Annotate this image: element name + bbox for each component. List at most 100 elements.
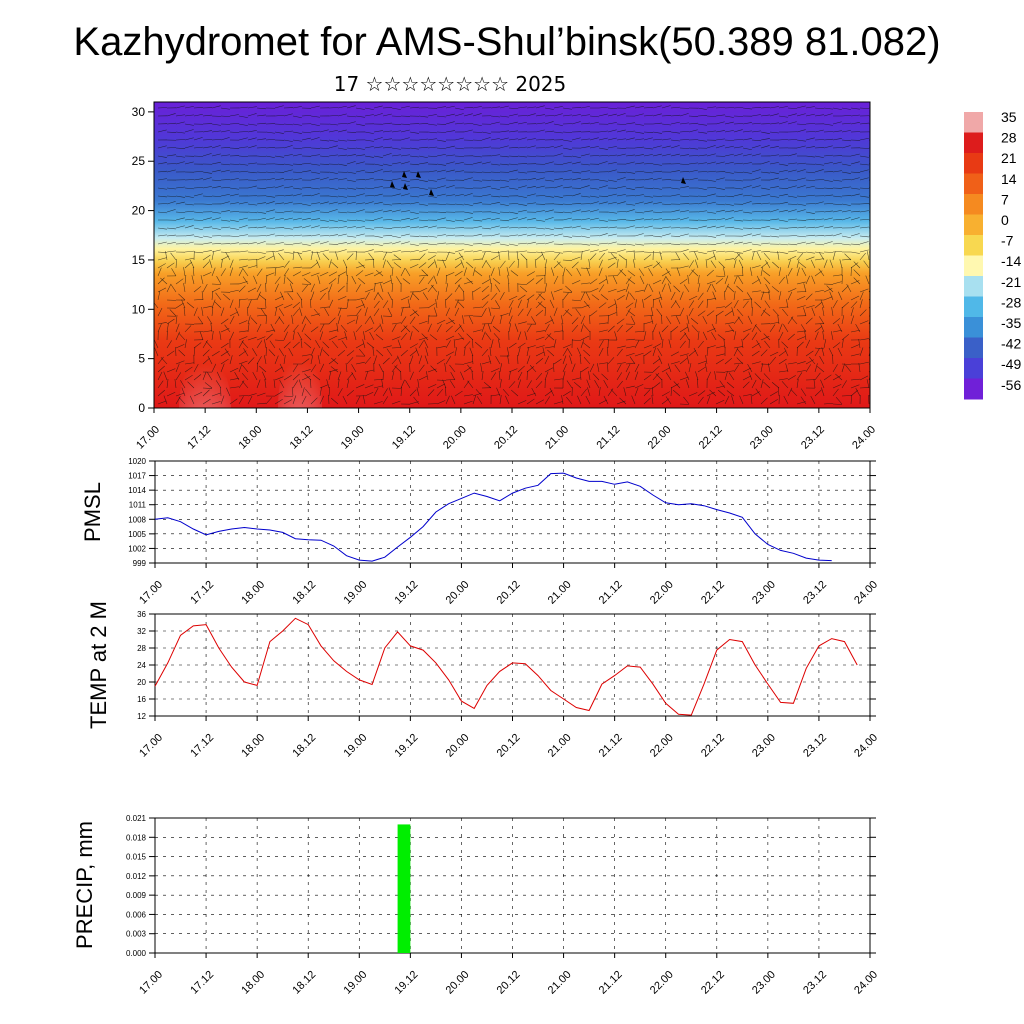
wind-barb [733, 129, 743, 133]
wind-barb [373, 169, 383, 173]
wind-barb [369, 332, 375, 341]
wind-barb [382, 130, 392, 133]
colorbar-swatch [964, 317, 983, 338]
wind-barb [258, 294, 267, 301]
wind-barb [814, 163, 824, 166]
wind-barb [535, 195, 546, 197]
wind-barb [675, 315, 681, 325]
wind-barb [742, 138, 752, 141]
wind-barb [373, 283, 376, 293]
wind-barb [301, 369, 311, 373]
wind-barb [154, 347, 159, 357]
wind-barb [274, 178, 284, 181]
wind-barb [499, 155, 509, 158]
wind-barb [184, 241, 194, 245]
wind-barb [181, 387, 186, 397]
wind-barb [454, 307, 460, 317]
wind-barb [166, 241, 176, 245]
wind-barb [310, 251, 314, 261]
wind-barb [481, 260, 487, 269]
wind-barb [445, 130, 455, 133]
wind-barb [391, 178, 401, 181]
wind-barb [427, 179, 437, 182]
wind-barb [166, 169, 176, 173]
wind-barb [201, 307, 204, 317]
wind-barb [571, 107, 581, 109]
wind-barb [209, 259, 213, 269]
wind-barb [220, 363, 225, 373]
wind-barb [193, 178, 203, 181]
wind-barb [382, 251, 388, 261]
wind-barb [301, 299, 303, 309]
wind-barb [400, 226, 410, 229]
wind-barb [154, 302, 159, 309]
pmsl-y-tick-label: 999 [133, 559, 147, 568]
colorbar-label: -7 [1001, 233, 1014, 249]
wind-barb [328, 271, 338, 277]
wind-barb [742, 122, 752, 125]
wind-barb [616, 372, 623, 381]
wind-barb [562, 211, 572, 214]
wind-barb [634, 211, 644, 214]
wind-barb [490, 225, 500, 229]
wind-barb [796, 139, 806, 142]
wind-barb [202, 330, 212, 333]
wind-barb [706, 269, 714, 277]
wind-barb [304, 333, 312, 341]
wind-barb [588, 371, 591, 381]
wind-barb [535, 301, 543, 309]
wind-barb [688, 268, 695, 277]
wind-barb [471, 355, 474, 365]
wind-barb [373, 243, 383, 246]
wind-barb [583, 301, 591, 309]
colorbar-label: 28 [1001, 130, 1017, 146]
precip-x-tick-label: 21.12 [597, 969, 625, 997]
wind-barb [643, 331, 647, 341]
wind-barb [391, 371, 395, 381]
wind-barb [382, 153, 392, 157]
wind-barb [526, 366, 535, 373]
wind-barb [534, 259, 537, 269]
wind-barb [661, 391, 670, 397]
wind-barb [607, 241, 617, 245]
wind-barb [706, 255, 716, 261]
wind-barb [157, 241, 167, 245]
wind-barb [805, 293, 813, 301]
wind-barb [481, 146, 491, 149]
wind-flag [390, 181, 395, 188]
wind-barb [378, 363, 384, 373]
wind-barb [355, 115, 365, 118]
wind-barb [553, 275, 559, 285]
wind-barb [670, 209, 680, 213]
wind-barb [544, 267, 547, 277]
wind-barb [715, 195, 725, 198]
wind-barb [526, 241, 536, 245]
wind-barb [697, 187, 707, 191]
wind-barb [489, 347, 492, 357]
wind-barb [778, 138, 788, 141]
wind-barb [814, 107, 824, 110]
wind-barb [625, 250, 635, 253]
wind-barb [535, 277, 543, 285]
wind-barb [588, 259, 591, 269]
wind-barb [201, 291, 204, 301]
wind-barb [157, 203, 168, 205]
wind-barb [373, 137, 383, 141]
wind-barb [742, 171, 752, 174]
wind-barb [319, 235, 330, 237]
wind-barb [436, 139, 446, 142]
wind-barb [328, 243, 338, 245]
wind-barb [652, 201, 662, 205]
wind-barb [418, 320, 428, 325]
wind-barb [544, 355, 550, 365]
wind-barb [373, 300, 380, 309]
wind-barb [517, 106, 527, 109]
wind-barb [220, 107, 230, 110]
wind-barb [697, 331, 700, 341]
wind-barb [260, 308, 267, 317]
wind-barb [706, 298, 716, 301]
wind-barb [211, 299, 216, 309]
wind-barb [724, 217, 734, 221]
wind-barb [193, 347, 196, 357]
temp-y-tick-label: 20 [137, 678, 146, 687]
